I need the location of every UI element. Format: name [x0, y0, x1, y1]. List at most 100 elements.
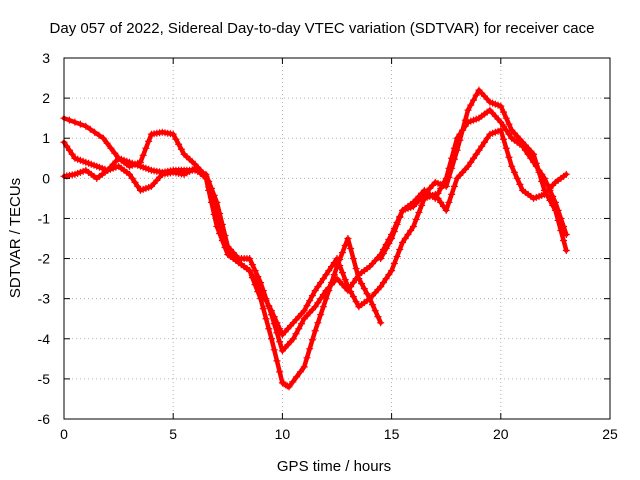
data-point — [393, 220, 401, 228]
data-point — [175, 140, 183, 148]
data-point — [95, 131, 103, 139]
data-point — [456, 136, 464, 144]
data-point — [382, 245, 390, 253]
data-point — [480, 138, 488, 146]
data-point — [246, 267, 254, 275]
data-point — [464, 162, 472, 170]
data-point — [308, 336, 316, 344]
data-point — [265, 325, 273, 333]
data-point — [311, 303, 319, 311]
data-point — [483, 134, 491, 142]
data-series — [60, 86, 570, 391]
data-point — [267, 335, 275, 343]
data-point — [259, 305, 267, 313]
data-point — [401, 235, 409, 242]
data-point — [254, 273, 262, 281]
x-tick-label: 0 — [60, 426, 68, 442]
y-axis-label: SDTVAR / TECUs — [7, 178, 24, 298]
data-point — [385, 240, 393, 248]
data-point — [513, 174, 521, 182]
data-point — [388, 235, 396, 242]
data-point — [314, 283, 322, 291]
data-point — [352, 298, 360, 306]
data-point — [99, 134, 107, 142]
data-point — [169, 130, 177, 138]
data-point — [472, 150, 480, 158]
data-point — [352, 265, 360, 273]
data-point — [333, 255, 341, 263]
data-point — [126, 170, 134, 178]
data-point — [540, 186, 548, 194]
data-point — [319, 303, 327, 311]
data-point — [65, 146, 73, 154]
data-point — [139, 151, 147, 159]
data-point — [254, 282, 262, 290]
data-point — [549, 192, 557, 200]
data-point — [543, 191, 551, 199]
data-point — [293, 373, 301, 381]
data-point — [500, 122, 508, 130]
plot-frame — [63, 57, 611, 420]
data-point — [475, 146, 483, 154]
data-point — [439, 202, 447, 210]
data-point — [172, 135, 180, 143]
data-point — [276, 368, 284, 376]
y-tick-label: 2 — [42, 90, 50, 106]
data-point — [111, 149, 119, 157]
data-point — [336, 262, 344, 270]
data-point — [248, 261, 256, 269]
data-point — [344, 283, 352, 291]
data-point — [557, 226, 565, 234]
data-point — [467, 158, 475, 166]
data-point — [289, 335, 297, 343]
data-point — [371, 307, 379, 315]
data-point — [532, 159, 540, 167]
data-point — [303, 302, 311, 310]
data-point — [134, 182, 142, 190]
data-point — [131, 178, 139, 186]
data-point — [205, 186, 213, 194]
data-point — [330, 271, 338, 279]
y-tick-label: -5 — [38, 371, 51, 387]
data-point — [322, 271, 330, 279]
data-point — [259, 292, 267, 300]
data-point — [300, 363, 308, 371]
data-point — [210, 210, 218, 218]
data-point — [502, 144, 510, 152]
data-point — [562, 247, 570, 255]
data-point — [445, 198, 453, 206]
data-point — [319, 291, 327, 299]
data-point — [202, 174, 210, 182]
data-point — [218, 237, 226, 245]
data-point — [218, 220, 226, 228]
y-tick-label: -2 — [38, 251, 51, 267]
data-point — [82, 122, 90, 130]
data-point — [317, 295, 325, 303]
data-point — [317, 311, 325, 319]
series-track-c — [60, 126, 570, 339]
data-point — [330, 259, 338, 267]
data-point — [347, 288, 355, 296]
data-point — [246, 255, 254, 263]
data-point — [461, 116, 469, 124]
x-tick-label: 5 — [169, 426, 177, 442]
data-point — [103, 139, 111, 147]
data-point — [317, 279, 325, 287]
data-point — [71, 118, 79, 126]
series-line — [61, 115, 383, 390]
data-point — [267, 307, 275, 315]
data-point — [497, 118, 505, 126]
x-tick-label: 15 — [384, 426, 400, 442]
data-point — [325, 267, 333, 275]
data-point — [393, 253, 401, 261]
data-point — [292, 330, 300, 338]
data-point — [437, 198, 445, 206]
data-point — [551, 206, 559, 214]
series-track-b — [60, 106, 570, 355]
data-point — [363, 290, 371, 298]
data-point — [303, 354, 311, 362]
data-point — [177, 145, 185, 153]
data-point — [399, 239, 407, 247]
data-point — [431, 190, 439, 198]
x-tick-label: 20 — [493, 426, 509, 442]
